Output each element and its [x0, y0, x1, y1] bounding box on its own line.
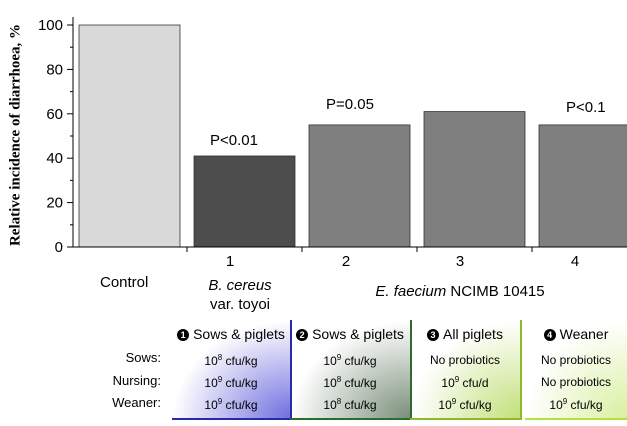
treatment-box-header: 1 Sows & piglets — [172, 326, 290, 342]
treatment-title: Sows & piglets — [193, 326, 285, 342]
bar-2 — [308, 124, 411, 248]
treatment-box-4: 4 Weaner No probiotics No probiotics 109 cfu… — [525, 320, 627, 420]
treatment-number-badge: 4 — [543, 329, 556, 341]
y-tick-label: 40 — [46, 150, 63, 167]
treatment-number-badge: 2 — [296, 329, 309, 341]
treatment-number-badge: 1 — [177, 329, 190, 341]
category-label-control: Control — [100, 274, 149, 291]
y-tick-label: 80 — [46, 61, 63, 78]
treatment-number-badge: 3 — [427, 329, 440, 341]
y-tick-label: 100 — [38, 17, 63, 34]
category-label-2: 2 — [341, 253, 351, 270]
dose-value: 109 cfu/kg — [549, 397, 603, 412]
bar-1 — [193, 155, 296, 248]
dose-value: 109 cfu/kg — [438, 397, 492, 412]
dose-value: 108 cfu/kg — [204, 353, 258, 368]
group-label-e-faecium: E. faecium NCIMB 10415 — [375, 283, 545, 300]
category-label-1: 1 — [225, 253, 235, 270]
dose-value: No probiotics — [540, 353, 612, 367]
y-tick-label: 60 — [46, 106, 63, 123]
group-label-b-cereus: B. cereus var. toyoi — [208, 277, 272, 313]
treatment-box-2: 2 Sows & piglets 109 cfu/kg 108 cfu/kg 108 c… — [290, 320, 412, 420]
p-value-bar-2: P=0.05 — [326, 96, 374, 113]
treatment-box-3: 3 All piglets No probiotics 109 cfu/d 109 cf… — [410, 320, 522, 420]
p-value-bar-4: P<0.1 — [566, 99, 606, 116]
category-label-4: 4 — [570, 253, 580, 270]
treatment-box-header: 3 All piglets — [410, 326, 520, 342]
row-label-sows: Sows: — [125, 350, 161, 365]
y-tick-label: 20 — [46, 195, 63, 212]
dose-value: No probiotics — [429, 353, 501, 367]
bar-4 — [538, 124, 627, 248]
row-label-nursing: Nursing: — [112, 373, 161, 388]
treatment-box-header: 4 Weaner — [525, 326, 627, 342]
treatment-box-header: 2 Sows & piglets — [290, 326, 410, 342]
treatment-box-1: 1 Sows & piglets 108 cfu/kg 109 cfu/kg 109 c… — [172, 320, 292, 420]
treatment-title: All piglets — [443, 326, 503, 342]
dose-value: 108 cfu/kg — [323, 397, 377, 412]
dose-value: No probiotics — [540, 375, 612, 389]
row-label-weaner: Weaner: — [112, 395, 161, 410]
treatment-title: Sows & piglets — [312, 326, 404, 342]
dose-value: 109 cfu/kg — [204, 397, 258, 412]
y-axis-label: Relative incidence of diarrhoea, % — [7, 23, 24, 247]
bar-chart: 0 20 40 60 80 100 — [38, 17, 627, 256]
category-label-3: 3 — [455, 253, 465, 270]
dose-value: 108 cfu/kg — [323, 375, 377, 390]
y-tick-label: 0 — [55, 239, 63, 256]
p-value-bar-1: P<0.01 — [210, 132, 258, 149]
bar-0 — [78, 24, 181, 248]
treatment-title: Weaner — [559, 326, 609, 342]
dose-value: 109 cfu/kg — [204, 375, 258, 390]
dose-value: 109 cfu/kg — [323, 353, 377, 368]
bar-3 — [423, 111, 526, 248]
dose-value: 109 cfu/d — [441, 375, 489, 390]
